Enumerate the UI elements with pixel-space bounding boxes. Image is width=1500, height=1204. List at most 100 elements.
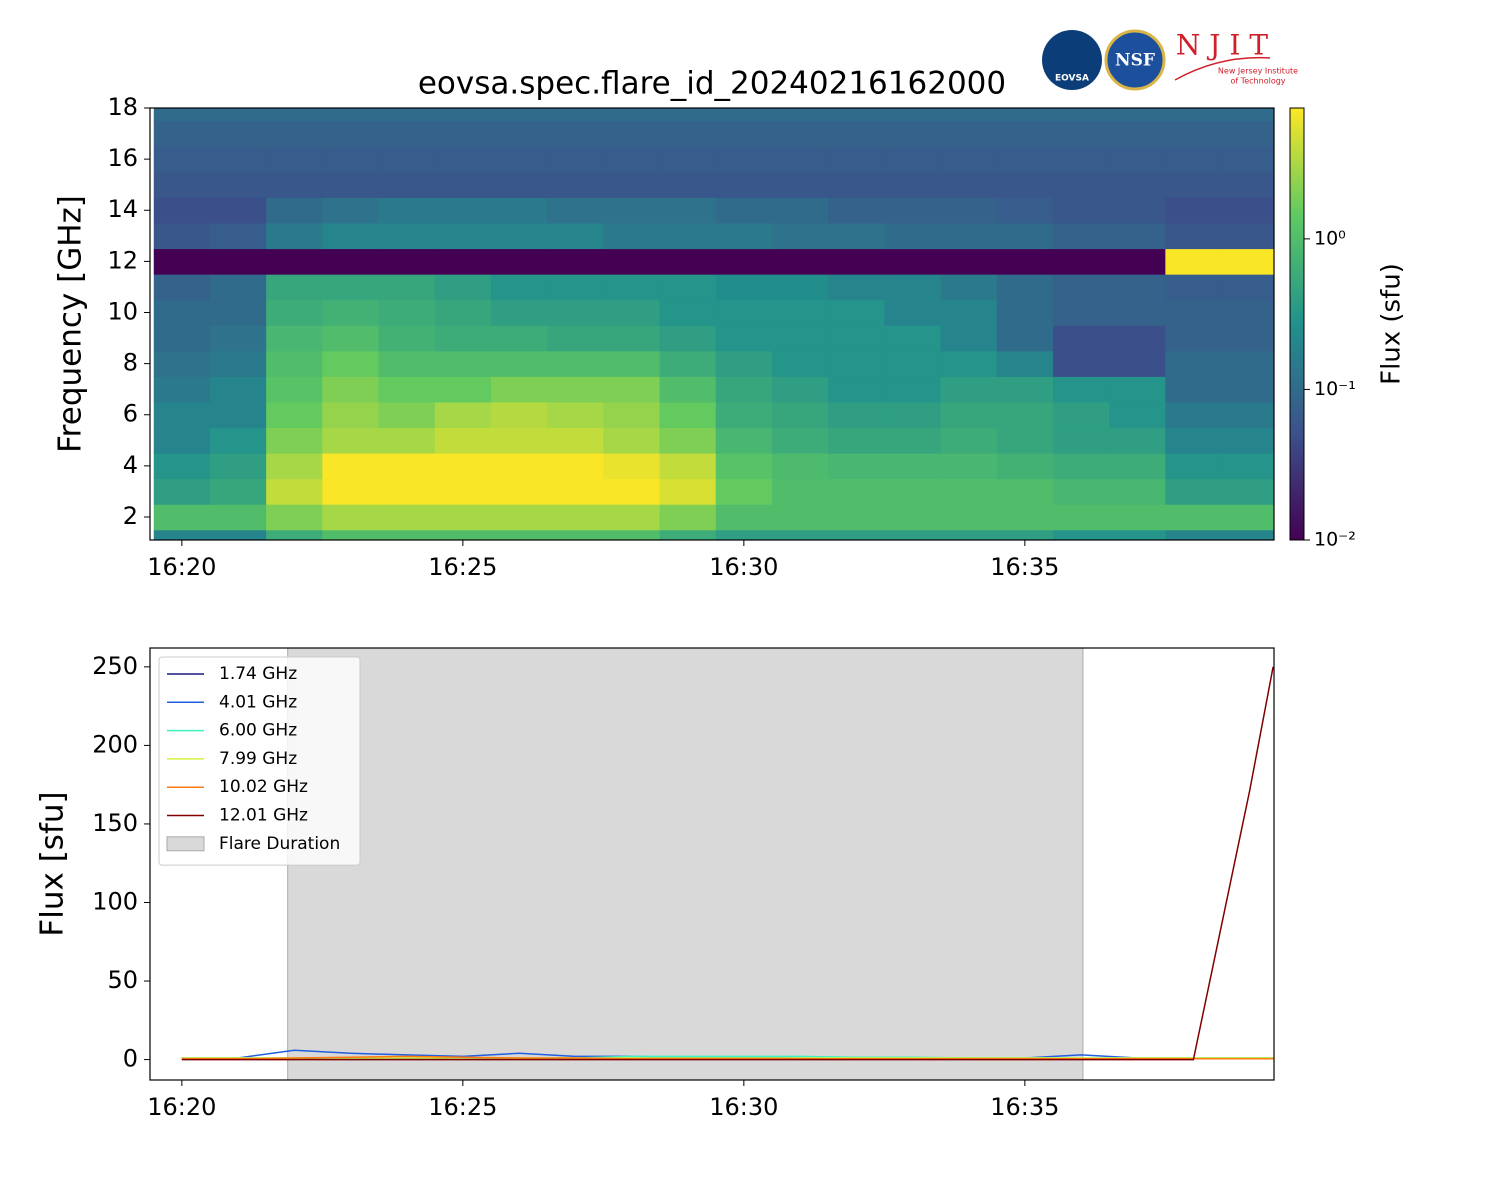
heatmap-cell bbox=[715, 108, 773, 122]
heatmap-cell bbox=[434, 504, 492, 531]
heatmap-cell bbox=[1109, 197, 1166, 224]
heatmap-cell bbox=[603, 427, 661, 454]
x-tick-label: 16:20 bbox=[147, 553, 216, 581]
heatmap-cell bbox=[884, 223, 942, 250]
heatmap-cell bbox=[996, 171, 1054, 198]
y-tick-label: 4 bbox=[123, 451, 138, 479]
heatmap-cell bbox=[1165, 197, 1223, 224]
heatmap-cell bbox=[659, 171, 717, 198]
heatmap-cell bbox=[547, 299, 604, 326]
heatmap-cell bbox=[603, 120, 661, 147]
heatmap-cell bbox=[153, 529, 211, 540]
heatmap-cell bbox=[322, 146, 380, 173]
heatmap-cell bbox=[771, 427, 829, 454]
heatmap-cell bbox=[996, 120, 1054, 147]
heatmap-cell bbox=[209, 108, 267, 122]
heatmap-cell bbox=[434, 146, 492, 173]
heatmap-cell bbox=[547, 197, 604, 224]
heatmap-cell bbox=[659, 325, 717, 352]
heatmap-cell bbox=[1221, 478, 1274, 505]
heatmap-cell bbox=[490, 427, 548, 454]
heatmap-cell bbox=[603, 223, 661, 250]
heatmap-cell bbox=[715, 453, 773, 480]
legend-label: 10.02 GHz bbox=[219, 777, 308, 797]
heatmap-cell bbox=[1109, 504, 1166, 531]
heatmap-cell bbox=[1165, 325, 1223, 352]
heatmap-cell bbox=[1109, 427, 1166, 454]
heatmap-cell bbox=[771, 529, 829, 540]
heatmap-cell bbox=[659, 376, 717, 403]
heatmap-cell bbox=[996, 427, 1054, 454]
heatmap-cell bbox=[547, 453, 604, 480]
heatmap-cell bbox=[266, 108, 323, 122]
heatmap-cell bbox=[828, 299, 885, 326]
x-tick-label: 16:30 bbox=[709, 1093, 778, 1121]
eovsa-text: EOVSA bbox=[1055, 74, 1089, 84]
njit-swoosh bbox=[1174, 56, 1271, 81]
heatmap-cell bbox=[828, 274, 885, 301]
heatmap-cell bbox=[659, 248, 717, 275]
heatmap-cell bbox=[322, 401, 380, 429]
heatmap-cell bbox=[771, 197, 829, 224]
y-tick-label: 50 bbox=[107, 966, 138, 994]
heatmap-cell bbox=[659, 427, 717, 454]
heatmap-cell bbox=[153, 108, 211, 122]
heatmap-cell bbox=[715, 274, 773, 301]
plot-frame bbox=[149, 107, 1275, 541]
heatmap-cell bbox=[322, 197, 380, 224]
heatmap-cell bbox=[1221, 299, 1274, 326]
heatmap-cell bbox=[603, 146, 661, 173]
heatmap-cell bbox=[153, 120, 211, 147]
heatmap-cell bbox=[828, 248, 885, 275]
heatmap-cell bbox=[603, 197, 661, 224]
heatmap-cell bbox=[996, 350, 1054, 377]
heatmap-cell bbox=[209, 504, 267, 531]
heatmap-cell bbox=[266, 376, 323, 403]
heatmap-cell bbox=[322, 274, 380, 301]
heatmap-cell bbox=[490, 146, 548, 173]
heatmap-cell bbox=[153, 274, 211, 301]
heatmap-cell bbox=[659, 108, 717, 122]
heatmap-cell bbox=[1052, 223, 1110, 250]
njit-sub: of Technology bbox=[1230, 77, 1285, 86]
heatmap-cell bbox=[266, 504, 323, 531]
heatmap-cell bbox=[434, 350, 492, 377]
heatmap-cell bbox=[209, 197, 267, 224]
njit-text: N J I T bbox=[1176, 29, 1268, 62]
heatmap-cell bbox=[1165, 171, 1223, 198]
heatmap-cell bbox=[996, 401, 1054, 429]
heatmap-cell bbox=[940, 274, 998, 301]
heatmap-cell bbox=[153, 171, 211, 198]
heatmap-cell bbox=[659, 350, 717, 377]
heatmap-cell bbox=[1109, 223, 1166, 250]
heatmap-cell bbox=[1221, 171, 1274, 198]
heatmap-cell bbox=[547, 376, 604, 403]
x-tick-label: 16:25 bbox=[428, 1093, 497, 1121]
heatmap-cell bbox=[940, 171, 998, 198]
heatmap-cell bbox=[884, 197, 942, 224]
heatmap-cell bbox=[828, 453, 885, 480]
heatmap-cell bbox=[547, 274, 604, 301]
heatmap-cell bbox=[1109, 350, 1166, 377]
heatmap-cell bbox=[1165, 427, 1223, 454]
heatmap-cell bbox=[1052, 248, 1110, 275]
heatmap-cell bbox=[771, 171, 829, 198]
heatmap-cell bbox=[378, 529, 436, 540]
heatmap-cell bbox=[715, 504, 773, 531]
y-tick-label: 0 bbox=[123, 1045, 138, 1073]
heatmap-cell bbox=[209, 529, 267, 540]
heatmap-cell bbox=[1052, 401, 1110, 429]
heatmap-cell bbox=[940, 120, 998, 147]
heatmap-cell bbox=[1165, 274, 1223, 301]
heatmap-cell bbox=[1052, 376, 1110, 403]
heatmap-cell bbox=[266, 120, 323, 147]
heatmap-cell bbox=[771, 248, 829, 275]
heatmap-cell bbox=[659, 478, 717, 505]
heatmap-cell bbox=[378, 376, 436, 403]
heatmap-cell bbox=[322, 223, 380, 250]
heatmap-cell bbox=[322, 120, 380, 147]
heatmap-cell bbox=[603, 453, 661, 480]
heatmap-cell bbox=[996, 299, 1054, 326]
x-tick-label: 16:35 bbox=[990, 1093, 1059, 1121]
